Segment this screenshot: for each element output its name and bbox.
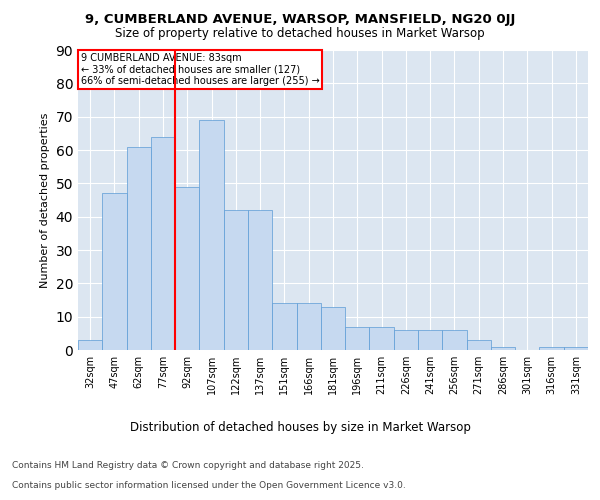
Bar	[491, 346, 515, 350]
Bar	[418, 330, 442, 350]
Bar	[394, 330, 418, 350]
Bar	[248, 210, 272, 350]
Bar	[224, 210, 248, 350]
Bar	[78, 340, 102, 350]
Bar	[272, 304, 296, 350]
Bar	[370, 326, 394, 350]
Bar	[102, 194, 127, 350]
Bar	[127, 146, 151, 350]
Bar	[564, 346, 588, 350]
Y-axis label: Number of detached properties: Number of detached properties	[40, 112, 50, 288]
Bar	[175, 186, 199, 350]
Bar	[151, 136, 175, 350]
Bar	[539, 346, 564, 350]
Text: 9, CUMBERLAND AVENUE, WARSOP, MANSFIELD, NG20 0JJ: 9, CUMBERLAND AVENUE, WARSOP, MANSFIELD,…	[85, 12, 515, 26]
Text: 9 CUMBERLAND AVENUE: 83sqm
← 33% of detached houses are smaller (127)
66% of sem: 9 CUMBERLAND AVENUE: 83sqm ← 33% of deta…	[80, 53, 319, 86]
Bar	[296, 304, 321, 350]
Bar	[199, 120, 224, 350]
Bar	[467, 340, 491, 350]
Text: Contains public sector information licensed under the Open Government Licence v3: Contains public sector information licen…	[12, 481, 406, 490]
Text: Contains HM Land Registry data © Crown copyright and database right 2025.: Contains HM Land Registry data © Crown c…	[12, 461, 364, 470]
Bar	[345, 326, 370, 350]
Text: Size of property relative to detached houses in Market Warsop: Size of property relative to detached ho…	[115, 28, 485, 40]
Bar	[321, 306, 345, 350]
Text: Distribution of detached houses by size in Market Warsop: Distribution of detached houses by size …	[130, 421, 470, 434]
Bar	[442, 330, 467, 350]
